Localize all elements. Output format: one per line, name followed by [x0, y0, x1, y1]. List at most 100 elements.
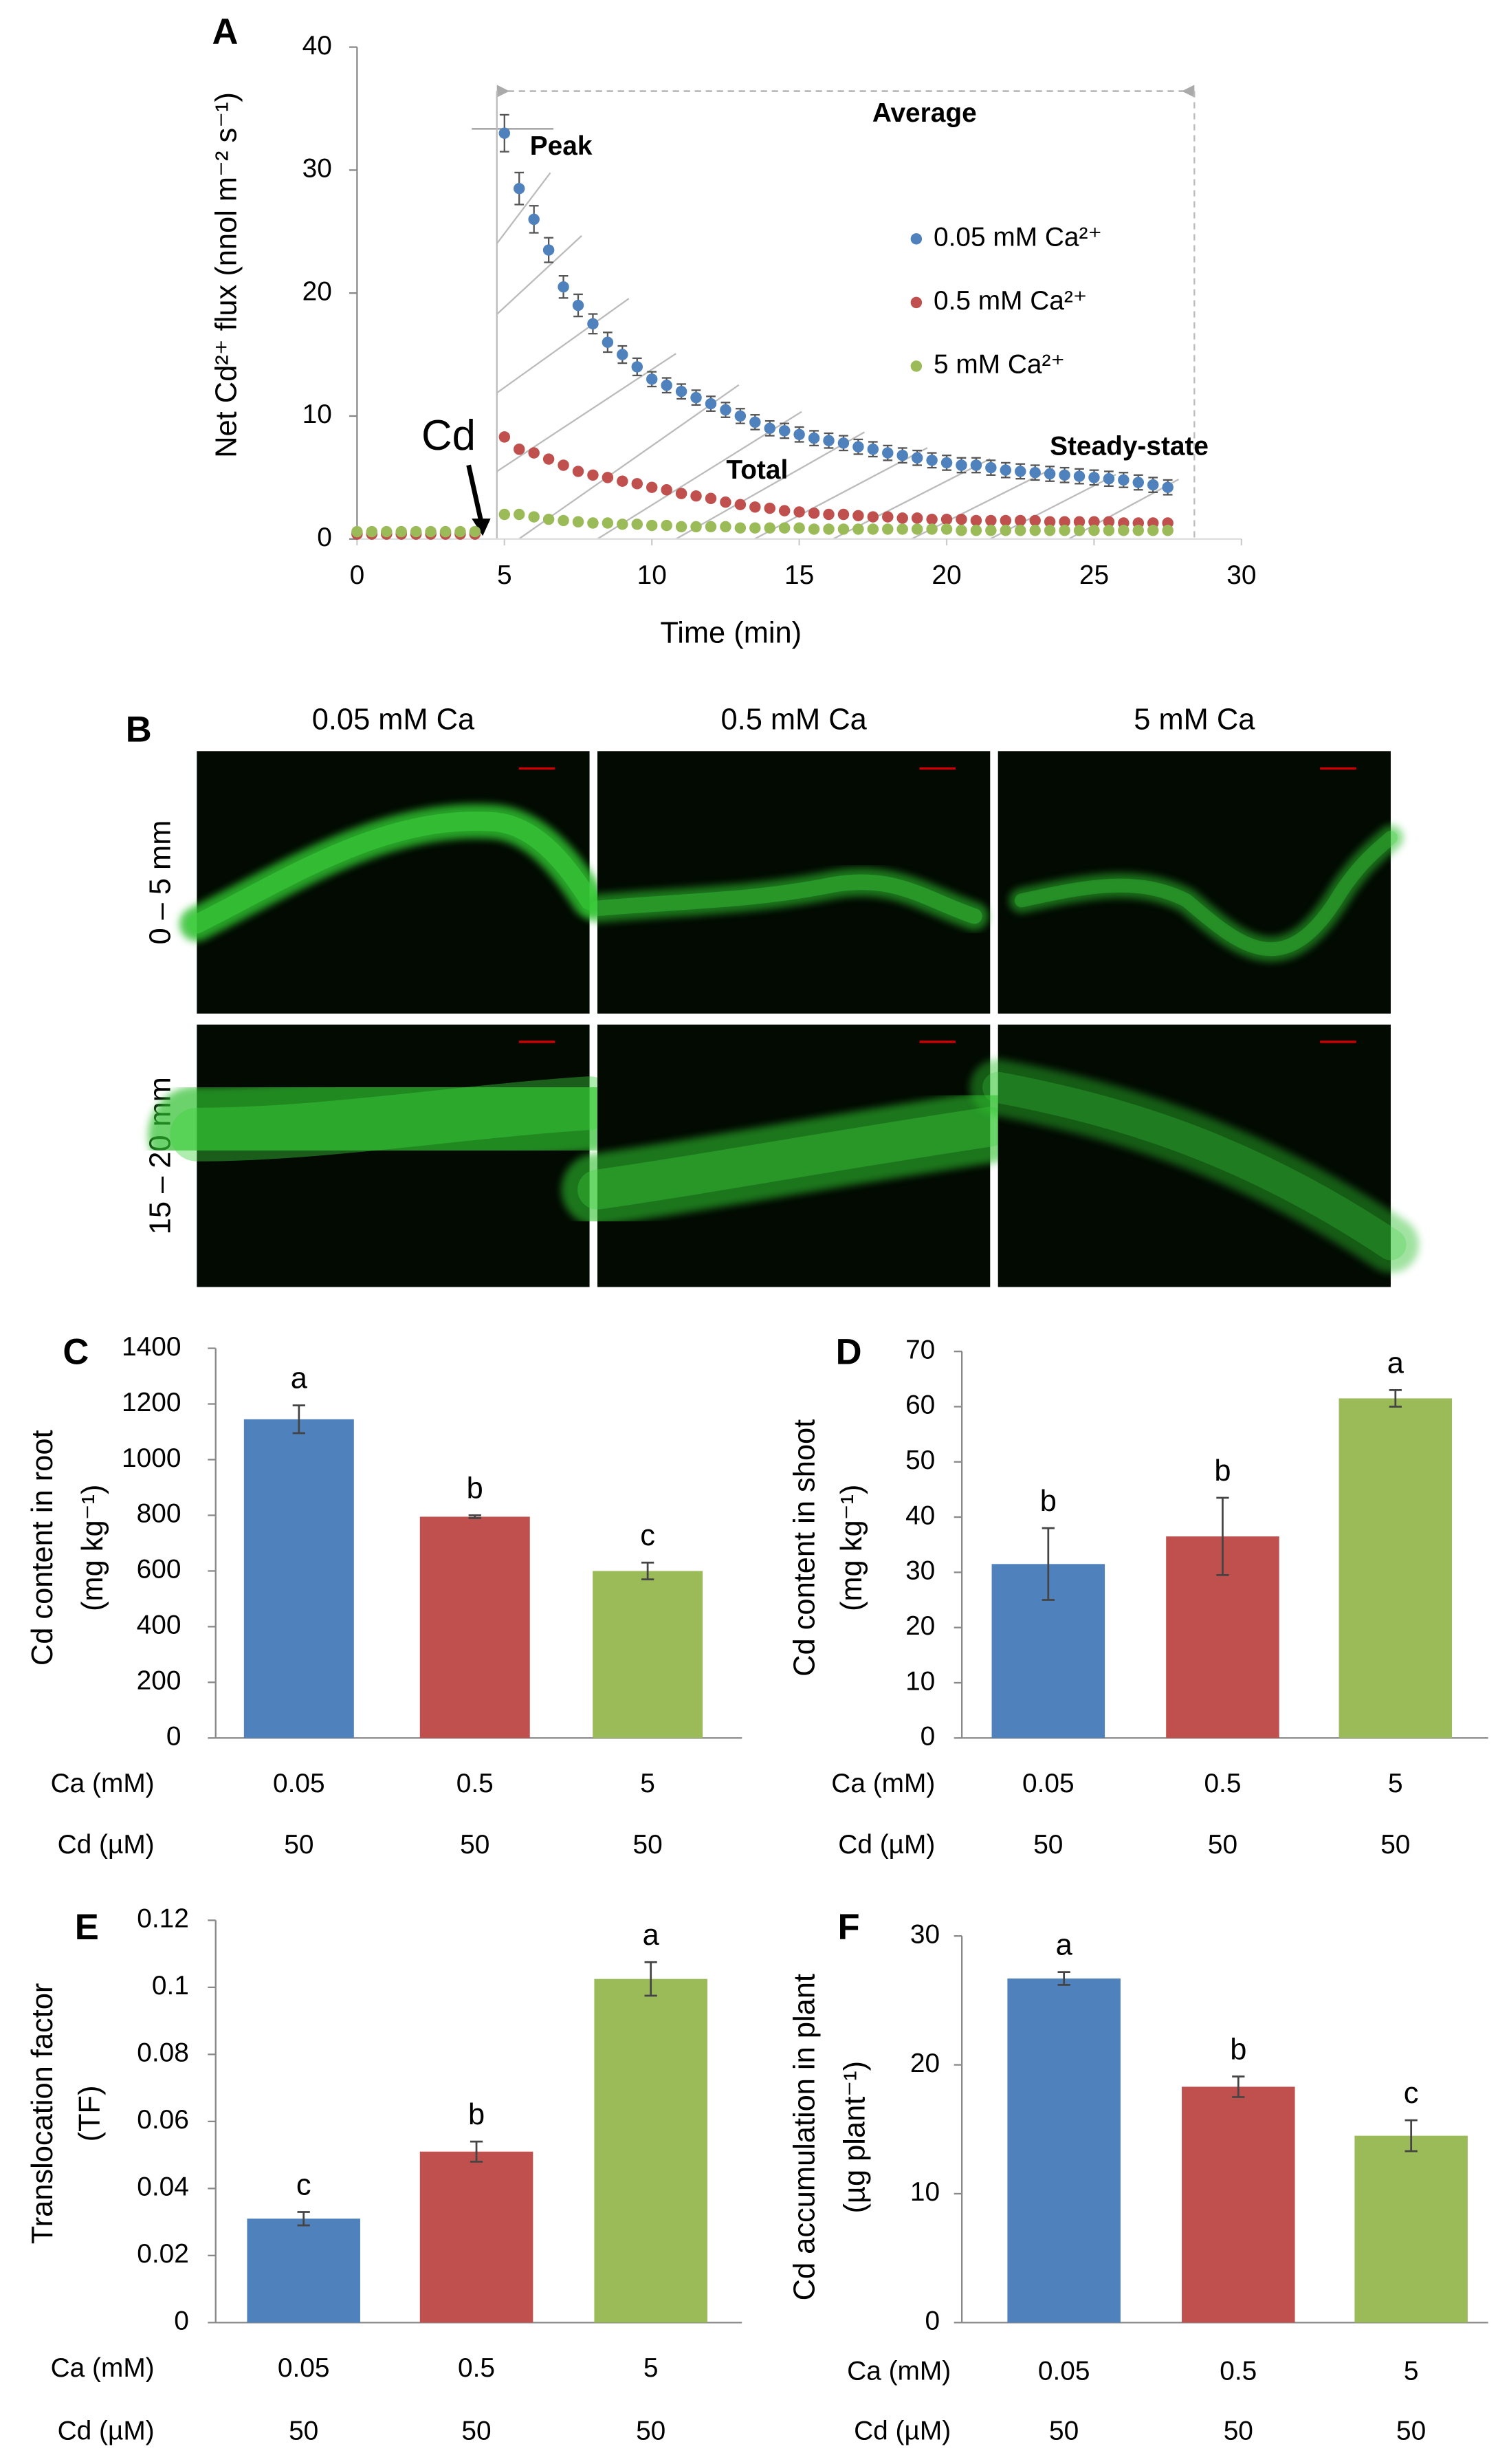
y-tick-label: 10	[910, 2177, 940, 2207]
data-point	[587, 517, 599, 529]
data-point	[940, 513, 953, 525]
data-point	[498, 431, 511, 443]
column-label: 0.5 mM Ca	[720, 703, 867, 736]
bar	[247, 2218, 360, 2323]
data-point	[867, 444, 879, 455]
data-point	[690, 391, 702, 404]
data-point	[764, 422, 775, 435]
y-tick-label: 0.02	[137, 2239, 189, 2269]
y-tick-label: 0.04	[137, 2172, 189, 2202]
data-point	[705, 521, 717, 533]
data-point	[646, 373, 658, 385]
data-point	[1088, 516, 1100, 527]
y-tick-label: 40	[302, 31, 332, 61]
root-shape	[583, 868, 989, 930]
data-point	[631, 361, 643, 373]
error-bar	[641, 1561, 654, 1580]
data-point	[1132, 477, 1145, 488]
cd-value: 50	[289, 2417, 318, 2446]
x-tick-label: 0	[350, 560, 365, 590]
y-axis-label: Net Cd²⁺ flux (nnol m⁻² s⁻¹)	[210, 92, 243, 458]
data-point	[867, 511, 879, 523]
data-point	[469, 525, 481, 538]
row-label: 0 – 5 mm	[144, 820, 177, 945]
data-point	[940, 457, 953, 469]
category-axis-label: Ca (mM)	[51, 2353, 155, 2383]
x-tick-label: 0.05	[1022, 1769, 1075, 1798]
x-tick-label: 0.5	[456, 1769, 494, 1798]
data-point	[675, 521, 687, 533]
annotation: Total	[726, 455, 788, 485]
data-point	[808, 523, 820, 535]
significance-letter: a	[1387, 1347, 1405, 1380]
micrograph	[969, 1024, 1420, 1287]
data-point	[366, 525, 378, 538]
y-tick-label: 70	[905, 1335, 935, 1364]
data-point	[572, 466, 584, 477]
micrograph	[583, 751, 991, 1014]
data-point	[602, 472, 614, 483]
data-point	[572, 299, 584, 312]
data-point	[514, 182, 525, 195]
data-point	[956, 513, 967, 525]
y-axis-label: (mg kg⁻¹)	[835, 1485, 868, 1611]
data-point	[528, 447, 540, 459]
y-axis-label: Translocation factor	[26, 1983, 59, 2245]
data-point	[911, 512, 923, 524]
data-point	[764, 522, 775, 534]
data-point	[1103, 472, 1115, 485]
data-point	[985, 525, 997, 536]
annotation: Steady-state	[1050, 432, 1209, 461]
data-point	[852, 523, 864, 535]
error-bar	[468, 1514, 481, 1519]
cd-row-label: Cd (µM)	[854, 2417, 951, 2446]
data-point	[1029, 525, 1041, 536]
data-point	[1103, 525, 1115, 536]
x-tick-label: 0.5	[458, 2353, 495, 2383]
data-point	[425, 525, 437, 538]
data-point	[1073, 525, 1086, 536]
data-point	[734, 410, 747, 422]
significance-letter: c	[1404, 2077, 1419, 2110]
x-tick-label: 5	[1388, 1769, 1403, 1798]
data-point	[410, 525, 422, 538]
data-point	[690, 521, 702, 533]
data-point	[1029, 514, 1041, 527]
data-point	[661, 484, 672, 496]
y-tick-label: 10	[302, 400, 332, 429]
data-point	[661, 380, 672, 391]
significance-letter: b	[1230, 2033, 1246, 2066]
cd-value: 50	[636, 2417, 665, 2446]
data-point	[617, 475, 628, 487]
data-point	[381, 525, 393, 538]
data-point	[587, 469, 599, 481]
legend-marker	[910, 360, 923, 372]
data-point	[852, 441, 864, 453]
data-point	[926, 455, 938, 466]
data-point	[911, 452, 923, 464]
cd-value: 50	[1224, 2417, 1253, 2446]
y-tick-label: 1200	[122, 1388, 181, 1417]
data-point	[867, 523, 879, 535]
data-point	[720, 521, 731, 533]
legend-label: 0.05 mM Ca²⁺	[934, 223, 1102, 252]
data-point	[1147, 525, 1159, 536]
cd-value: 50	[284, 1830, 313, 1860]
data-point	[823, 508, 835, 521]
data-point	[1103, 516, 1115, 527]
y-tick-label: 0	[925, 2307, 940, 2336]
data-point	[1015, 514, 1026, 527]
cd-row-label: Cd (µM)	[58, 2417, 155, 2446]
y-tick-label: 30	[302, 154, 332, 184]
data-point	[1044, 525, 1056, 536]
y-tick-label: 800	[137, 1499, 181, 1529]
root-shape	[148, 1054, 639, 1184]
data-point	[911, 523, 923, 535]
arrow-head	[496, 85, 510, 98]
data-point	[646, 481, 658, 493]
data-point	[778, 425, 791, 437]
significance-letter: a	[291, 1362, 308, 1395]
data-point	[1088, 472, 1100, 483]
x-tick-label: 15	[784, 560, 814, 590]
y-axis-label: Cd content in shoot	[788, 1419, 821, 1677]
